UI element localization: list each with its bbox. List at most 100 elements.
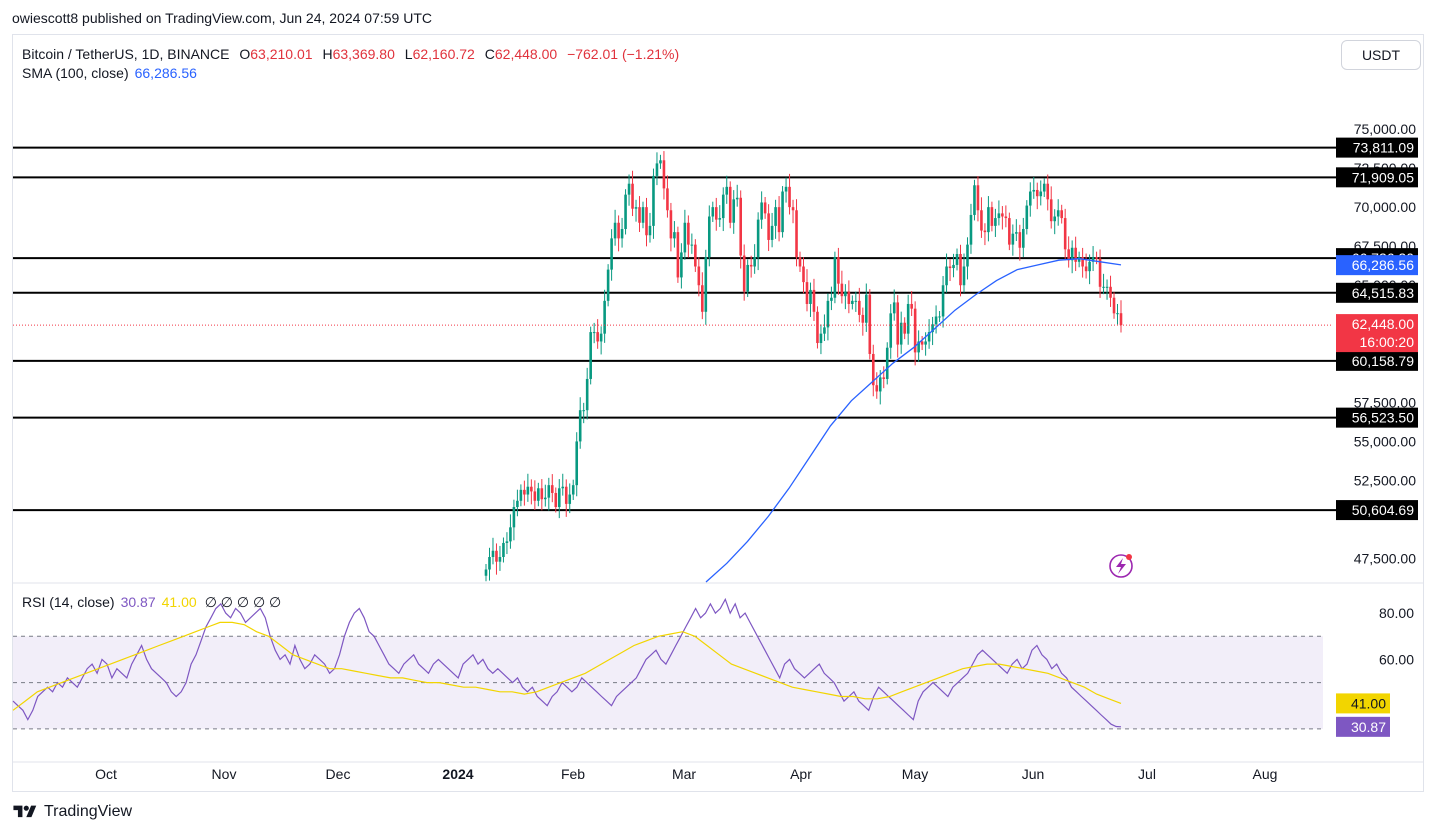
candle-body [819, 333, 823, 344]
candle-body [868, 294, 872, 354]
level-label-box [1336, 350, 1418, 371]
candle-body [1049, 199, 1053, 222]
open-value: 63,210.01 [250, 46, 313, 62]
candle-body [1025, 205, 1029, 230]
candle-body [812, 289, 816, 312]
candle-body [861, 314, 865, 323]
candles [484, 151, 1123, 582]
candle-body [1028, 191, 1032, 206]
candle-body [491, 550, 495, 558]
candle-body [899, 322, 903, 345]
candle-body [1119, 313, 1123, 326]
candle-body [617, 222, 620, 239]
candle-body [987, 207, 990, 233]
lightning-icon[interactable] [1109, 554, 1133, 578]
level-labels: 73,811.0971,909.0566,736.2064,515.8360,1… [1336, 137, 1418, 521]
candle-body [589, 332, 592, 379]
time-tick-label: Nov [212, 766, 237, 782]
candle-body [934, 316, 938, 325]
candle-body [582, 410, 585, 412]
candle-body [1001, 213, 1004, 217]
candle-body [728, 186, 732, 223]
candle-body [575, 441, 579, 486]
time-tick-label: Feb [561, 766, 585, 782]
sma-line [705, 258, 1122, 583]
candle-body [596, 332, 599, 342]
candle-body [1084, 266, 1088, 272]
candle-body [994, 218, 997, 226]
candle-body [892, 302, 896, 314]
level-label: 60,158.79 [1352, 353, 1414, 369]
candle-body [854, 300, 858, 302]
candle-body [1008, 218, 1011, 245]
candle-body [798, 257, 802, 267]
candle-body [753, 257, 756, 267]
candle-body [526, 486, 530, 495]
candle-body [938, 316, 941, 318]
open-key: O [239, 46, 251, 62]
candle-body [830, 297, 833, 301]
candle-body [955, 254, 959, 265]
candle-body [537, 488, 540, 501]
candle-body [885, 347, 889, 379]
candle-body [1022, 229, 1025, 248]
level-label: 71,909.05 [1352, 169, 1414, 185]
sma-legend: SMA (100, close) 66,286.56 [22, 65, 197, 81]
time-tick-label: Dec [326, 766, 351, 782]
candle-body [610, 238, 613, 270]
currency-button[interactable]: USDT [1341, 40, 1421, 70]
candle-body [858, 300, 861, 315]
candle-body [990, 207, 994, 226]
candle-body [1077, 257, 1081, 262]
candle-body [980, 210, 983, 231]
level-label-box [1336, 500, 1418, 521]
sma-label: SMA (100, close) [22, 65, 129, 81]
candle-body [805, 282, 809, 304]
candle-body [973, 185, 976, 215]
sma-value: 66,286.56 [134, 65, 197, 81]
candle-body [903, 322, 906, 334]
candle-body [1015, 232, 1018, 234]
candle-body [920, 341, 924, 345]
candle-body [1081, 257, 1084, 267]
candle-body [641, 207, 645, 223]
candle-body [983, 230, 987, 233]
rsi-value: 30.87 [120, 594, 156, 610]
candle-body [666, 188, 669, 211]
candle-body [557, 488, 561, 508]
time-tick-label: 2024 [442, 766, 473, 782]
candle-body [554, 492, 558, 508]
candle-body [1112, 297, 1116, 314]
candle-body [540, 488, 544, 500]
candle-body [648, 225, 652, 236]
candle-body [840, 283, 844, 297]
candle-body [913, 308, 917, 353]
candle-body [711, 207, 715, 217]
candle-body [1056, 210, 1060, 217]
rsi-legend: RSI (14, close) 30.87 41.00 ∅ ∅ ∅ ∅ ∅ [22, 594, 281, 611]
candle-body [770, 225, 774, 240]
candle-body [739, 197, 742, 256]
high-key: H [322, 46, 333, 62]
rsi-reference-lines [13, 635, 1323, 730]
candle-body [599, 333, 603, 342]
candle-body [687, 222, 690, 245]
candle-body [760, 202, 763, 220]
candle-body [952, 264, 955, 269]
candle-body [746, 264, 749, 292]
candle-body [959, 254, 962, 286]
candle-body [652, 175, 655, 226]
candle-body [927, 332, 931, 342]
footer-brand-name: TradingView [44, 803, 133, 820]
candle-body [1032, 189, 1036, 192]
publisher-line: owiescott8 published on TradingView.com,… [12, 10, 432, 26]
rsi-label: RSI (14, close) [22, 594, 115, 610]
candle-body [509, 527, 512, 542]
price-tick-label: 57,500.00 [1354, 394, 1416, 410]
candle-body [683, 222, 687, 253]
candle-body [742, 255, 746, 292]
candle-body [603, 300, 606, 334]
candle-body [1035, 189, 1039, 197]
footer-brand[interactable]: TradingView [12, 803, 132, 821]
